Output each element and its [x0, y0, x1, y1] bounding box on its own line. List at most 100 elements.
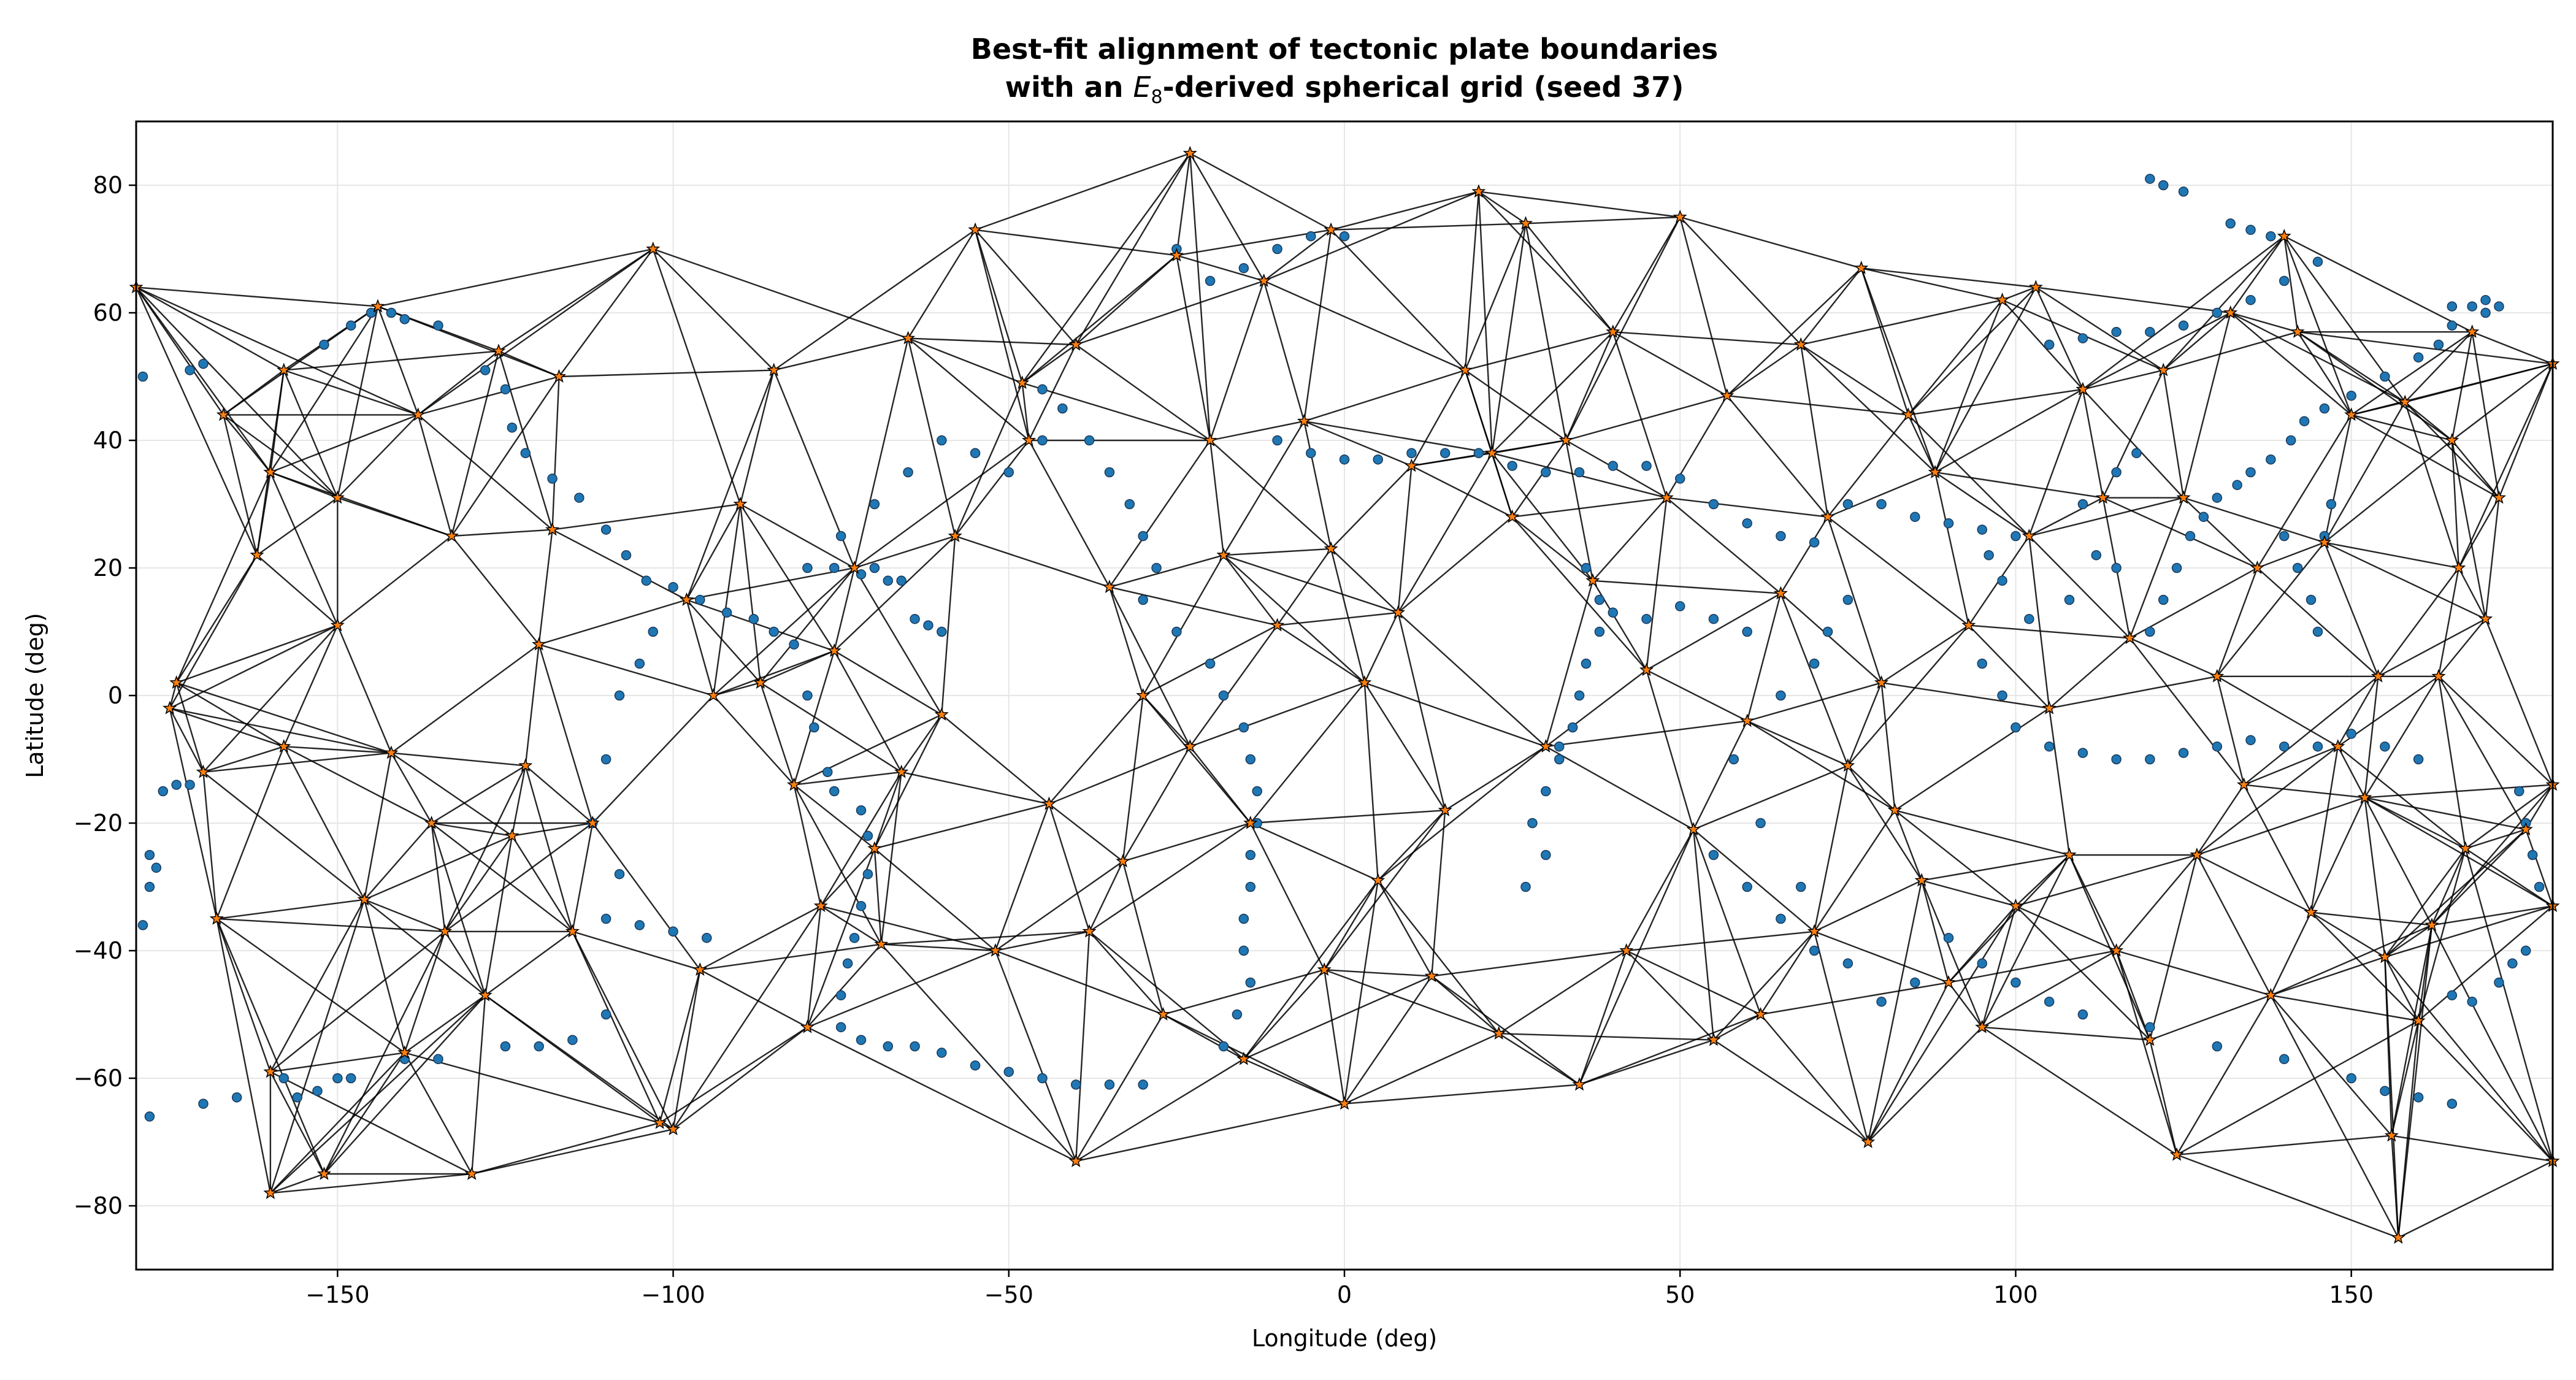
boundary-point: [2212, 741, 2223, 752]
grid-node: [1116, 854, 1130, 868]
grid-edge: [1934, 471, 2103, 499]
boundary-point: [896, 575, 907, 586]
grid-edge: [337, 497, 452, 537]
grid-edge: [2183, 497, 2325, 543]
grid-edge: [2049, 637, 2131, 709]
boundary-point: [1674, 473, 1685, 484]
grid-edge: [2182, 312, 2231, 498]
grid-edge: [1122, 746, 1191, 862]
grid-node: [1505, 509, 1520, 523]
grid-edge: [2270, 995, 2393, 1137]
boundary-point: [1977, 524, 1987, 535]
grid-edge: [2451, 440, 2500, 499]
grid-edge: [2176, 1020, 2419, 1156]
grid-node: [847, 560, 862, 574]
grid-edge: [1800, 343, 1909, 416]
boundary-point: [2111, 754, 2122, 765]
grid-edge: [686, 370, 775, 600]
grid-edge: [1921, 880, 1950, 983]
grid-edge: [511, 765, 526, 837]
boundary-point: [2077, 333, 2088, 343]
grid-edge: [686, 567, 855, 601]
grid-edge: [2035, 286, 2083, 390]
grid-node: [988, 943, 1003, 957]
grid-edge: [2417, 925, 2433, 1021]
grid-edge: [2243, 675, 2379, 786]
boundary-point: [621, 550, 632, 561]
grid-edge: [283, 305, 378, 371]
grid-edge: [652, 248, 775, 371]
grid-edge: [1679, 216, 1862, 269]
boundary-point: [1151, 562, 1162, 573]
grid-node: [2142, 1032, 2157, 1046]
grid-edge: [2035, 286, 2164, 371]
grid-edge: [1075, 153, 1191, 345]
grid-edge: [1397, 612, 1446, 811]
grid-edge: [1646, 669, 1748, 722]
grid-edge: [760, 650, 835, 684]
grid-edge: [1498, 949, 1627, 1035]
grid-edge: [1525, 223, 1567, 441]
grid-node: [2022, 528, 2036, 542]
grid-edge: [1727, 395, 1909, 416]
grid-edge: [2196, 797, 2365, 856]
grid-edge: [686, 599, 835, 652]
boundary-point: [1439, 448, 1451, 459]
grid-node: [1753, 1006, 1768, 1021]
grid-edge: [807, 943, 882, 1028]
grid-node: [370, 299, 385, 313]
grid-edge: [794, 714, 942, 786]
boundary-point: [2111, 467, 2122, 478]
boundary-point: [2245, 735, 2256, 746]
grid-edge: [1713, 1039, 1869, 1143]
grid-edge: [1612, 331, 1801, 346]
boundary-point: [2245, 294, 2256, 305]
grid-edge: [1880, 683, 1896, 811]
grid-edge: [471, 1122, 660, 1175]
boundary-point: [1138, 531, 1148, 542]
grid-edge: [1075, 1014, 1164, 1162]
grid-edge: [1612, 331, 1668, 498]
boundary-point: [1272, 435, 1282, 446]
boundary-point: [2158, 180, 2169, 191]
grid-edge: [512, 822, 593, 837]
grid-edge: [176, 682, 392, 754]
grid-edge: [2404, 402, 2459, 569]
boundary-point: [1218, 1041, 1229, 1052]
boundary-point: [500, 1041, 511, 1052]
chart-title-suffix: -derived spherical grid (seed 37): [1163, 71, 1684, 104]
grid-edge: [975, 229, 1177, 256]
grid-edge: [2384, 829, 2527, 958]
boundary-point: [1527, 818, 1538, 829]
grid-edge: [2398, 1160, 2553, 1239]
grid-node: [169, 675, 184, 689]
grid-edge: [256, 497, 339, 556]
x-tick-label: 50: [1665, 1281, 1695, 1308]
grid-node: [901, 331, 916, 345]
boundary-point: [399, 314, 410, 324]
boundary-point: [2520, 945, 2531, 956]
grid-edge: [807, 1026, 1076, 1162]
grid-node: [1203, 432, 1217, 447]
boundary-point: [1138, 594, 1148, 605]
boundary-point: [1742, 518, 1752, 529]
boundary-point: [802, 562, 813, 573]
boundary-point: [1541, 786, 1551, 797]
grid-edge: [1760, 931, 1815, 1015]
grid-edge: [2364, 797, 2553, 907]
grid-edge: [1243, 969, 1325, 1060]
grid-edge: [484, 835, 513, 995]
grid-edge: [1249, 822, 1325, 970]
grid-edge: [672, 970, 701, 1130]
grid-edge: [1948, 982, 1983, 1028]
grid-edge: [1814, 930, 1949, 984]
boundary-point: [144, 1111, 155, 1122]
grid-edge: [2244, 784, 2365, 799]
grid-edge: [431, 765, 526, 824]
boundary-point: [137, 920, 148, 930]
grid-edge: [2244, 746, 2339, 786]
boundary-point: [910, 1041, 920, 1052]
grid-edge: [2351, 401, 2405, 416]
grid-edge: [2115, 854, 2198, 951]
boundary-point: [386, 307, 397, 318]
